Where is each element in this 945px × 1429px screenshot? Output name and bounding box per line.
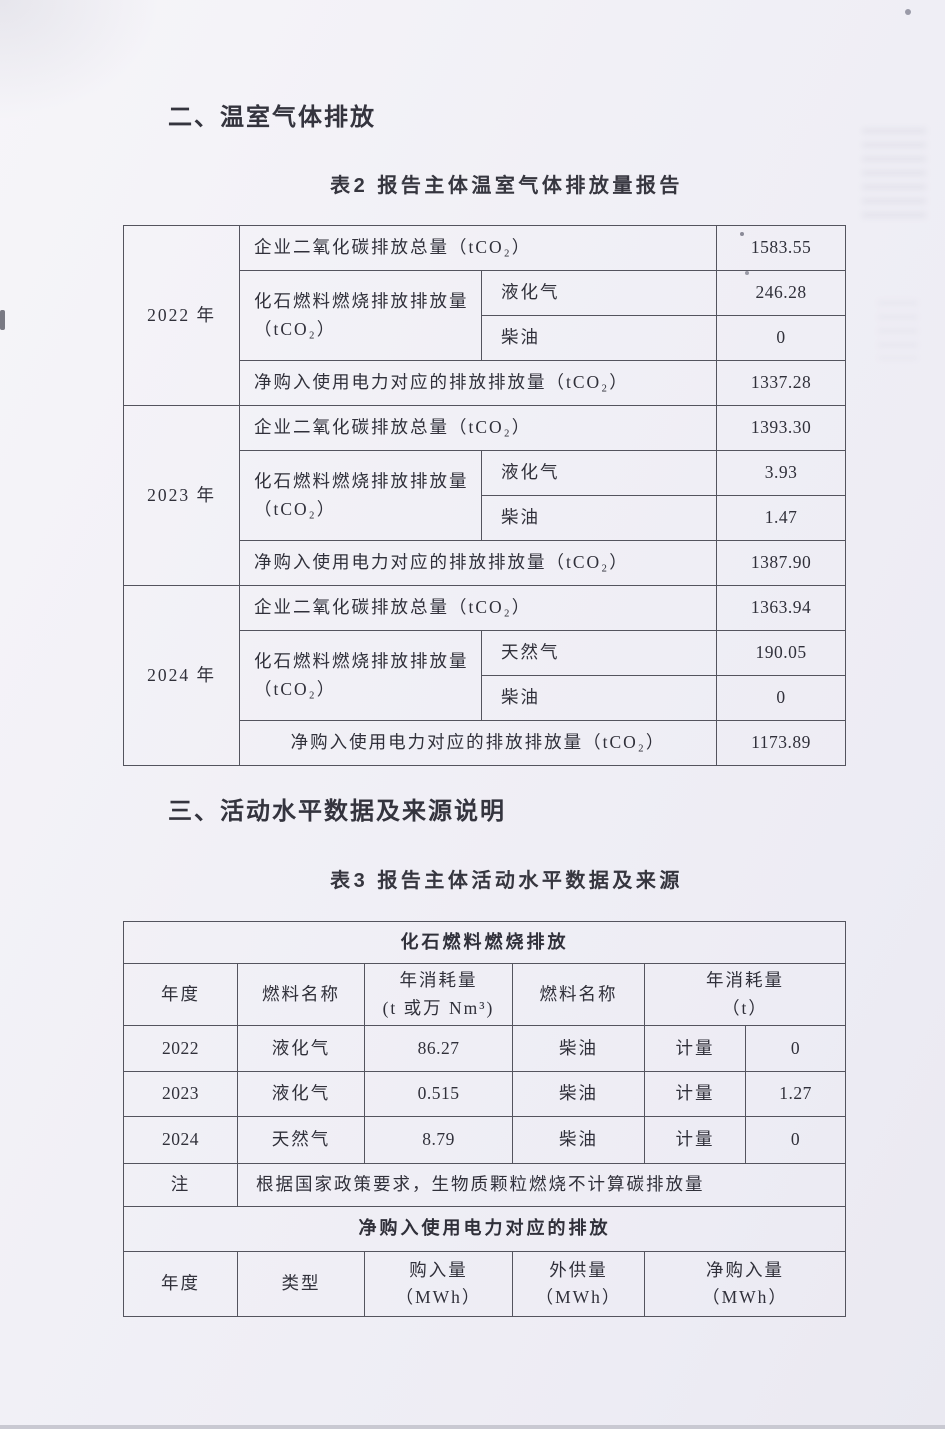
fuel-name: 柴油 (512, 1116, 645, 1164)
electricity-emission-label: 净购入使用电力对应的排放排放量（tCO₂） (239, 360, 717, 406)
scan-bleedthrough-smudge (878, 300, 918, 360)
fuel-emission-value: 3.93 (716, 450, 846, 496)
fuel-name: 液化气 (237, 1025, 365, 1072)
fuel-name: 柴油 (481, 675, 717, 721)
column-header-type: 类型 (237, 1251, 365, 1317)
fuel-name: 柴油 (512, 1071, 645, 1117)
year-cell: 2022 年 (123, 225, 240, 406)
year-cell: 2024 年 (123, 585, 240, 766)
note-label: 注 (123, 1163, 238, 1207)
measure-method: 计量 (644, 1116, 746, 1164)
fuel-name: 柴油 (481, 495, 717, 541)
column-header-fuel-name: 燃料名称 (512, 963, 645, 1026)
fuel-name: 天然气 (481, 630, 717, 676)
fuel-name: 天然气 (237, 1116, 365, 1164)
year-cell: 2023 (123, 1071, 238, 1117)
total-emission-label: 企业二氧化碳排放总量（tCO₂） (239, 405, 717, 451)
table-2-ghg-emissions: 2022 年 企业二氧化碳排放总量（tCO₂） 1583.55 化石燃料燃烧排放… (123, 225, 846, 766)
total-emission-value: 1583.55 (716, 225, 846, 271)
electricity-emission-value: 1387.90 (716, 540, 846, 586)
fossil-fuel-emission-label: 化石燃料燃烧排放排放量 （tCO₂） (239, 450, 482, 541)
column-header-annual-consumption-t: 年消耗量 （t） (644, 963, 846, 1026)
scan-bottom-edge (0, 1425, 945, 1429)
column-header-year: 年度 (123, 963, 238, 1026)
measure-method: 计量 (644, 1071, 746, 1117)
consumption-value: 0 (745, 1116, 846, 1164)
table-2-caption: 表2 报告主体温室气体排放量报告 (330, 175, 683, 197)
year-cell: 2023 年 (123, 405, 240, 586)
year-cell: 2022 (123, 1025, 238, 1072)
scan-edge-mark (0, 310, 5, 330)
note-text: 根据国家政策要求，生物质颗粒燃烧不计算碳排放量 (237, 1163, 846, 1207)
fuel-name: 液化气 (481, 450, 717, 496)
electricity-emission-label: 净购入使用电力对应的排放排放量（tCO₂） (239, 720, 717, 766)
column-header-annual-consumption: 年消耗量 (t 或万 Nm³) (364, 963, 513, 1026)
column-header-year: 年度 (123, 1251, 238, 1317)
fuel-name: 液化气 (237, 1071, 365, 1117)
consumption-value: 0 (745, 1025, 846, 1072)
total-emission-label: 企业二氧化碳排放总量（tCO₂） (239, 225, 717, 271)
column-header-exported: 外供量 （MWh） (512, 1251, 645, 1317)
fossil-fuel-emission-label: 化石燃料燃烧排放排放量 （tCO₂） (239, 630, 482, 721)
measure-method: 计量 (644, 1025, 746, 1072)
consumption-value: 1.27 (745, 1071, 846, 1117)
column-header-purchased: 购入量 （MWh） (364, 1251, 513, 1317)
year-cell: 2024 (123, 1116, 238, 1164)
fuel-emission-value: 1.47 (716, 495, 846, 541)
electricity-emission-value: 1173.89 (716, 720, 846, 766)
scan-corner-shade (0, 0, 160, 120)
electricity-emission-value: 1337.28 (716, 360, 846, 406)
section-2-heading: 二、温室气体排放 (168, 104, 376, 131)
fuel-name: 液化气 (481, 270, 717, 316)
total-emission-label: 企业二氧化碳排放总量（tCO₂） (239, 585, 717, 631)
scan-speck (905, 9, 911, 15)
consumption-value: 8.79 (364, 1116, 513, 1164)
electricity-emission-label: 净购入使用电力对应的排放排放量（tCO₂） (239, 540, 717, 586)
fuel-name: 柴油 (481, 315, 717, 361)
fossil-fuel-section-header: 化石燃料燃烧排放 (123, 921, 846, 964)
total-emission-value: 1363.94 (716, 585, 846, 631)
total-emission-value: 1393.30 (716, 405, 846, 451)
fuel-emission-value: 0 (716, 315, 846, 361)
column-header-fuel-name: 燃料名称 (237, 963, 365, 1026)
fuel-emission-value: 0 (716, 675, 846, 721)
fuel-name: 柴油 (512, 1025, 645, 1072)
fossil-fuel-emission-label: 化石燃料燃烧排放排放量 （tCO₂） (239, 270, 482, 361)
section-3-heading: 三、活动水平数据及来源说明 (168, 798, 506, 825)
consumption-value: 86.27 (364, 1025, 513, 1072)
table-3-activity-data: 化石燃料燃烧排放 年度 燃料名称 年消耗量 (t 或万 Nm³) 燃料名称 年消… (123, 921, 846, 1317)
electricity-section-header: 净购入使用电力对应的排放 (123, 1206, 846, 1252)
table-3-caption: 表3 报告主体活动水平数据及来源 (330, 870, 683, 892)
consumption-value: 0.515 (364, 1071, 513, 1117)
scan-bleedthrough-smudge (862, 128, 926, 223)
fuel-emission-value: 190.05 (716, 630, 846, 676)
fuel-emission-value: 246.28 (716, 270, 846, 316)
column-header-net-purchased: 净购入量 （MWh） (644, 1251, 846, 1317)
